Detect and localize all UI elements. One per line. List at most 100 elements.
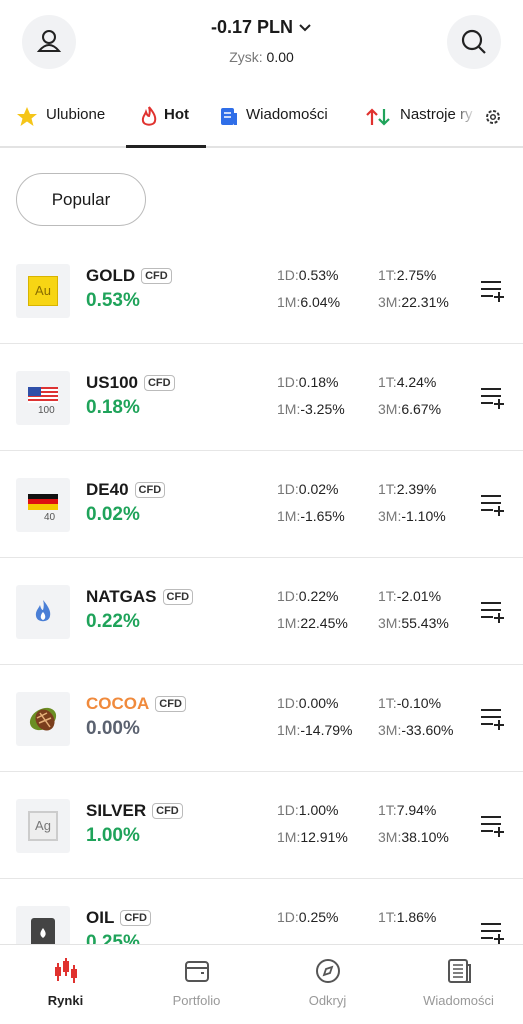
stat-value: 22.45% [300,615,348,631]
stat: 1T:2.39% [378,481,436,497]
stat: 1T:7.94% [378,802,436,818]
instrument-row[interactable]: 40 DE40 CFD 0.02% 1D:0.02% 1T:2.39% 1M:-1.65% 3… [0,451,523,558]
change: 0.18% [86,397,140,418]
stat-label: 1T: [378,802,397,818]
stat: 1M:-1.65% [277,508,345,524]
nav-item[interactable]: Odkryj [262,945,393,1024]
nav-label: Wiadomości [423,993,494,1008]
icon-text: 40 [44,512,56,523]
stat-value: -1.10% [401,508,446,524]
name-text: OIL [86,908,115,927]
stat-label: 1T: [378,481,397,497]
instrument-name: US100 CFD [86,373,175,393]
stat-label: 1D: [277,374,299,390]
name-text: NATGAS [86,587,157,606]
instrument-row[interactable]: COCOA CFD 0.00% 1D:0.00% 1T:-0.10% 1M:-14.79%… [0,665,523,772]
tab-divider [0,146,523,148]
instrument-icon: Ag [16,799,70,853]
filter-chip[interactable]: Popular [16,173,146,226]
stat-value: 22.31% [401,294,449,310]
news-icon [447,959,471,983]
stat-value: 6.04% [300,294,341,310]
stat: 1T:2.75% [378,267,436,283]
stat-label: 1D: [277,481,299,497]
profile-icon [36,30,62,52]
add-to-watchlist[interactable] [479,921,507,945]
stat-label: 1M: [277,508,301,524]
stat: 1T:-0.10% [378,695,441,711]
stat-label: 3M: [378,294,402,310]
name-text: GOLD [86,266,136,285]
list-add-icon [481,602,504,623]
stat-label: 1D: [277,802,299,818]
settings-icon[interactable] [484,108,502,126]
nav-item[interactable]: Wiadomości [393,945,523,1024]
stat-label: 1M: [277,401,301,417]
instrument-row[interactable]: NATGAS CFD 0.22% 1D:0.22% 1T:-2.01% 1M:22.45%… [0,558,523,665]
add-to-watchlist[interactable] [479,814,507,843]
stat-value: 2.39% [396,481,437,497]
flag [28,494,58,510]
badge: CFD [134,482,166,498]
stat: 1D:1.00% [277,802,339,818]
stat: 1M:-14.79% [277,722,353,738]
badge: CFD [141,268,172,284]
discover-icon [315,959,340,983]
stat-value: 55.43% [401,615,449,631]
stat-value: 1.86% [396,909,437,925]
stat-label: 1M: [277,615,301,631]
stat: 3M:-1.10% [378,508,446,524]
nav-label: Rynki [47,993,84,1008]
stat-label: 3M: [378,829,402,845]
stat: 3M:6.67% [378,401,441,417]
change: 0.25% [86,932,140,945]
instrument-icon [16,585,70,639]
instrument-list: Au GOLD CFD 0.53% 1D:0.53% 1T:2.75% 1M:6.04% 3M… [0,237,523,945]
balance-value: -0.17 PLN [210,17,293,37]
balance[interactable]: -0.17 PLN [0,17,523,38]
add-to-watchlist[interactable] [479,493,507,522]
profile-button[interactable] [22,15,76,69]
tab[interactable]: Wiadomości [246,106,328,123]
nav-label: Odkryj [308,993,347,1008]
add-to-watchlist[interactable] [479,279,507,308]
stat-value: -33.60% [401,722,454,738]
nav-item[interactable]: Portfolio [131,945,262,1024]
stat-value: -0.10% [396,695,442,711]
tab-indicator [126,145,206,148]
add-to-watchlist[interactable] [479,386,507,415]
stat-label: 1T: [378,909,397,925]
instrument-row[interactable]: OIL CFD 0.25% 1D:0.25% 1T:1.86% [0,879,523,945]
name-text: COCOA [86,694,150,713]
stat: 1T:4.24% [378,374,436,390]
stat-value: 7.94% [396,802,437,818]
stat-value: -14.79% [300,722,353,738]
nav-label: Portfolio [172,993,221,1008]
instrument-name: DE40 CFD [86,480,166,500]
dropdown-icon [299,24,311,32]
stat: 3M:-33.60% [378,722,454,738]
change: 0.02% [86,504,140,525]
instrument-icon [16,692,70,746]
tab[interactable]: Nastroje ry [400,106,473,123]
badge: CFD [143,375,175,391]
stat-label: 1T: [378,695,397,711]
stat-label: 3M: [378,615,402,631]
search-button[interactable] [447,15,501,69]
stat-value: 0.00% [298,695,339,711]
instrument-icon [16,906,70,945]
instrument-row[interactable]: Au GOLD CFD 0.53% 1D:0.53% 1T:2.75% 1M:6.04% 3M… [0,237,523,344]
stat: 1D:0.02% [277,481,339,497]
stat: 1M:22.45% [277,615,348,631]
instrument-row[interactable]: Ag SILVER CFD 1.00% 1D:1.00% 1T:7.94% 1M:12.91… [0,772,523,879]
nav-item[interactable]: Rynki [0,945,131,1024]
sentiment-icon [366,108,390,126]
instrument-row[interactable]: 100 US100 CFD 0.18% 1D:0.18% 1T:4.24% 1M:-3.25… [0,344,523,451]
add-to-watchlist[interactable] [479,600,507,629]
tab[interactable]: Ulubione [46,106,106,123]
tab[interactable]: Hot [164,106,189,123]
add-to-watchlist[interactable] [479,707,507,736]
stat-label: 1T: [378,267,397,283]
profit-value: 0.00 [266,49,294,65]
